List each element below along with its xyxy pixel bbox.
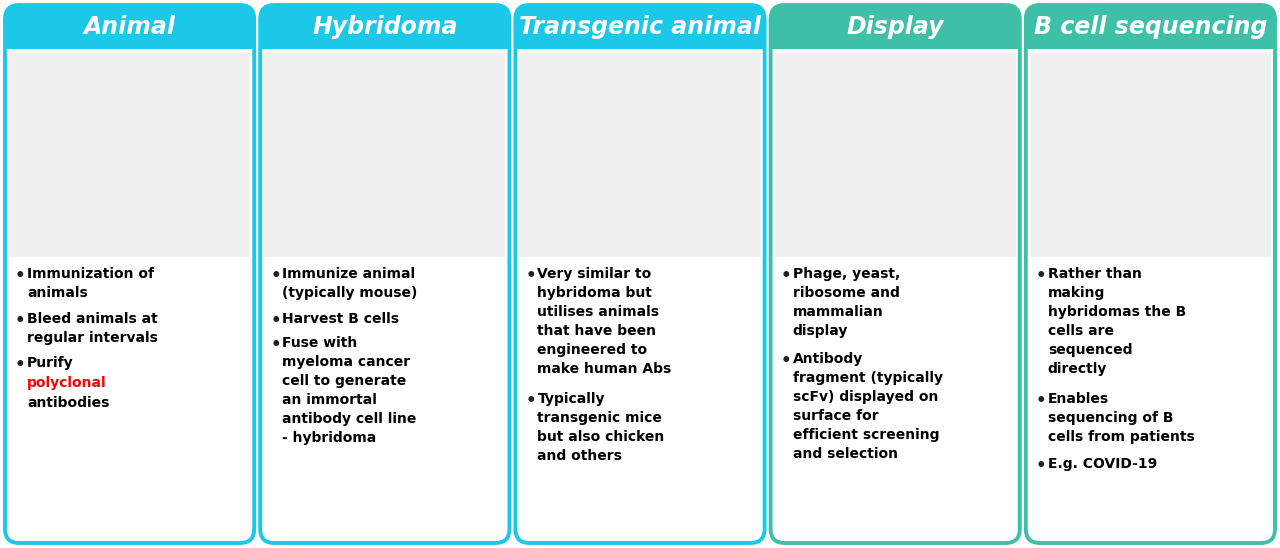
- Bar: [1025, 27, 1275, 49]
- Bar: [264, 53, 506, 258]
- Text: Fuse with
myeloma cancer
cell to generate
an immortal
antibody cell line
- hybri: Fuse with myeloma cancer cell to generat…: [282, 336, 416, 444]
- Bar: [9, 53, 250, 258]
- Text: Immunize animal
(typically mouse): Immunize animal (typically mouse): [282, 267, 417, 300]
- Text: •: •: [525, 392, 536, 410]
- Text: Immunization of
animals: Immunization of animals: [27, 267, 154, 300]
- Bar: [516, 27, 764, 49]
- Text: Antibody
fragment (typically
scFv) displayed on
surface for
efficient screening
: Antibody fragment (typically scFv) displ…: [792, 352, 942, 461]
- Text: •: •: [15, 267, 26, 286]
- Text: Animal: Animal: [83, 15, 175, 39]
- FancyBboxPatch shape: [5, 5, 255, 49]
- FancyBboxPatch shape: [5, 5, 255, 543]
- Bar: [260, 27, 509, 49]
- FancyBboxPatch shape: [1025, 5, 1275, 543]
- FancyBboxPatch shape: [516, 5, 764, 49]
- Text: Display: Display: [846, 15, 943, 39]
- Text: polyclonal: polyclonal: [27, 376, 106, 390]
- Text: •: •: [15, 356, 26, 374]
- Bar: [774, 53, 1016, 258]
- Text: •: •: [270, 267, 280, 286]
- Text: •: •: [1036, 392, 1047, 410]
- Text: Phage, yeast,
ribosome and
mammalian
display: Phage, yeast, ribosome and mammalian dis…: [792, 267, 900, 338]
- Bar: [5, 27, 255, 49]
- Text: Bleed animals at
regular intervals: Bleed animals at regular intervals: [27, 312, 157, 345]
- Text: Purify: Purify: [27, 356, 74, 370]
- FancyBboxPatch shape: [516, 5, 764, 543]
- Text: •: •: [781, 267, 791, 286]
- Text: B cell sequencing: B cell sequencing: [1034, 15, 1267, 39]
- Text: •: •: [1036, 267, 1047, 286]
- Text: E.g. COVID-19: E.g. COVID-19: [1048, 456, 1157, 471]
- Text: •: •: [15, 312, 26, 330]
- FancyBboxPatch shape: [1025, 5, 1275, 49]
- FancyBboxPatch shape: [260, 5, 509, 543]
- Text: •: •: [270, 312, 280, 330]
- Text: Enables
sequencing of B
cells from patients: Enables sequencing of B cells from patie…: [1048, 392, 1194, 444]
- Text: Rather than
making
hybridomas the B
cells are
sequenced
directly: Rather than making hybridomas the B cell…: [1048, 267, 1187, 376]
- Text: •: •: [1036, 456, 1047, 475]
- Bar: [1030, 53, 1271, 258]
- Bar: [520, 53, 760, 258]
- FancyBboxPatch shape: [771, 5, 1020, 543]
- Bar: [771, 27, 1020, 49]
- Text: Transgenic animal: Transgenic animal: [518, 15, 762, 39]
- Text: Harvest B cells: Harvest B cells: [282, 312, 399, 326]
- FancyBboxPatch shape: [771, 5, 1020, 49]
- Text: •: •: [781, 352, 791, 370]
- Text: Very similar to
hybridoma but
utilises animals
that have been
engineered to
make: Very similar to hybridoma but utilises a…: [538, 267, 672, 376]
- Text: •: •: [525, 267, 536, 286]
- Text: antibodies: antibodies: [27, 396, 109, 410]
- Text: •: •: [270, 336, 280, 354]
- Text: Typically
transgenic mice
but also chicken
and others: Typically transgenic mice but also chick…: [538, 392, 664, 463]
- FancyBboxPatch shape: [260, 5, 509, 49]
- Text: Hybridoma: Hybridoma: [312, 15, 457, 39]
